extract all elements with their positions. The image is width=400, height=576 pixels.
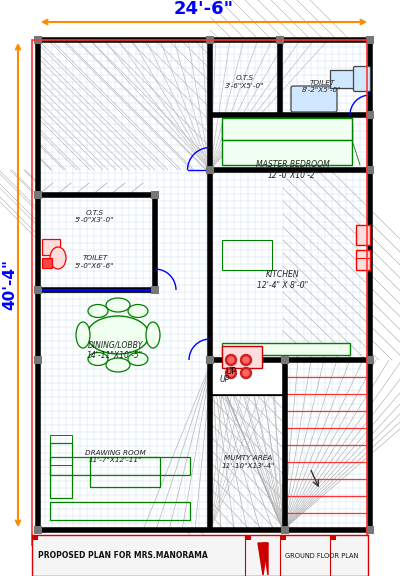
Bar — [33, 535, 38, 540]
Bar — [206, 166, 214, 174]
Bar — [34, 526, 42, 534]
Bar — [356, 250, 370, 270]
Text: O.T.S
3'-6"X5'-0": O.T.S 3'-6"X5'-0" — [225, 75, 265, 89]
Bar — [331, 535, 336, 540]
Bar — [276, 36, 284, 44]
Bar — [151, 286, 159, 294]
Circle shape — [226, 354, 236, 366]
Text: MUMTY AREA
11'-10"X13'-4": MUMTY AREA 11'-10"X13'-4" — [221, 455, 275, 468]
Text: PROPOSED PLAN FOR MRS.MANORAMA: PROPOSED PLAN FOR MRS.MANORAMA — [38, 551, 208, 560]
Bar — [42, 258, 52, 268]
Text: TOILET
5'-0"X6'-6": TOILET 5'-0"X6'-6" — [75, 255, 115, 268]
Bar — [34, 36, 42, 44]
Bar — [222, 346, 262, 368]
Text: 24'-6": 24'-6" — [174, 0, 234, 18]
Bar — [366, 526, 374, 534]
Bar — [366, 111, 374, 119]
Text: GROUND FLOOR PLAN: GROUND FLOOR PLAN — [285, 553, 358, 559]
Bar — [281, 526, 289, 534]
Ellipse shape — [88, 305, 108, 317]
Bar — [32, 40, 367, 545]
Text: O.T.S
5'-0"X3'-0": O.T.S 5'-0"X3'-0" — [75, 210, 115, 223]
Circle shape — [240, 354, 252, 366]
Bar — [206, 356, 214, 364]
Ellipse shape — [88, 353, 108, 366]
Ellipse shape — [106, 358, 130, 372]
Ellipse shape — [146, 322, 160, 348]
Bar — [222, 343, 350, 355]
Bar — [366, 36, 374, 44]
Text: MASTER BEDROOM
12'-0"X10'-2": MASTER BEDROOM 12'-0"X10'-2" — [256, 160, 330, 180]
Bar — [246, 535, 251, 540]
Circle shape — [228, 370, 234, 376]
Text: DINING/LOBBY
14'-11"X10'-5": DINING/LOBBY 14'-11"X10'-5" — [87, 340, 143, 360]
Bar — [50, 502, 190, 520]
Ellipse shape — [87, 316, 149, 354]
Bar — [356, 225, 370, 245]
Bar — [42, 239, 60, 255]
Text: UP: UP — [220, 375, 230, 384]
FancyBboxPatch shape — [354, 66, 370, 92]
Bar — [281, 535, 286, 540]
Text: UP: UP — [225, 367, 236, 377]
Bar — [222, 240, 272, 270]
Polygon shape — [263, 543, 268, 575]
Circle shape — [243, 370, 249, 376]
Bar — [222, 118, 352, 140]
Text: 40'-4": 40'-4" — [2, 260, 18, 310]
Bar — [366, 356, 374, 364]
Bar — [34, 191, 42, 199]
Polygon shape — [258, 543, 268, 575]
Bar — [281, 356, 289, 364]
Circle shape — [228, 357, 234, 363]
Circle shape — [243, 357, 249, 363]
Bar — [90, 457, 160, 487]
Text: KITCHEN
12'-4" X 8'-0": KITCHEN 12'-4" X 8'-0" — [258, 270, 308, 290]
Bar — [50, 443, 72, 498]
Bar — [32, 535, 368, 576]
Ellipse shape — [76, 322, 90, 348]
Bar — [366, 166, 374, 174]
Text: TOILET
8'-2"X5'-0": TOILET 8'-2"X5'-0" — [302, 80, 342, 93]
Circle shape — [226, 367, 236, 378]
FancyBboxPatch shape — [291, 86, 337, 112]
Bar — [50, 457, 190, 475]
Bar — [34, 356, 42, 364]
Bar — [206, 36, 214, 44]
Ellipse shape — [128, 353, 148, 366]
Ellipse shape — [106, 298, 130, 312]
Ellipse shape — [128, 305, 148, 317]
Circle shape — [240, 367, 252, 378]
Text: DRAWING ROOM
11'-7"X12'-11": DRAWING ROOM 11'-7"X12'-11" — [85, 450, 145, 464]
Polygon shape — [258, 543, 268, 575]
Bar — [210, 360, 285, 395]
Bar — [34, 286, 42, 294]
Bar — [330, 70, 356, 88]
Bar — [50, 435, 72, 465]
Ellipse shape — [50, 247, 66, 269]
Bar — [151, 191, 159, 199]
Bar — [222, 125, 352, 165]
